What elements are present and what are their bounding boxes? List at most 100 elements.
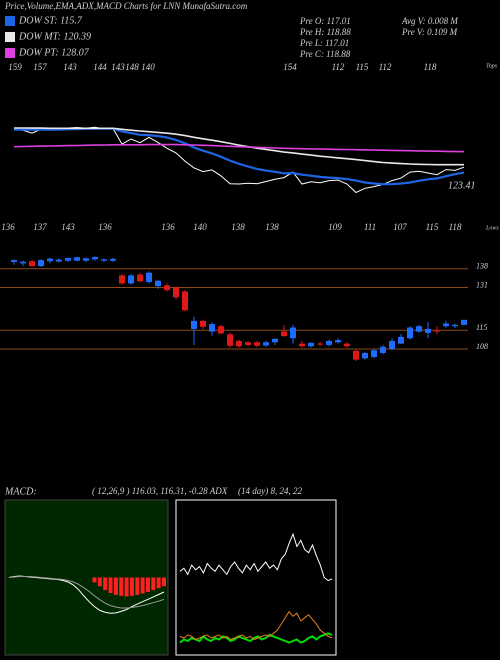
candle-body [173, 287, 179, 298]
candle-body [191, 320, 197, 329]
candle-body [452, 324, 458, 327]
top-label: 118 [424, 62, 437, 72]
candle-body [434, 330, 440, 332]
candle-body [155, 280, 161, 287]
macd-histogram-bar [145, 577, 150, 593]
y-tick-label: 108 [476, 342, 488, 351]
low-label: 138 [231, 222, 245, 232]
macd-histogram-bar [151, 577, 156, 591]
candle-body [443, 323, 449, 327]
candle-body [308, 342, 314, 347]
candle-body [380, 346, 386, 353]
legend-label: DOW ST: 115.7 [18, 15, 83, 26]
stat: Pre H: 118.88 [299, 27, 351, 37]
low-label: 136 [161, 222, 175, 232]
top-label: 115 [356, 62, 369, 72]
candle-body [83, 258, 89, 261]
macd-histogram-bar [119, 577, 124, 596]
macd-histogram-bar [129, 577, 134, 596]
low-label: 118 [449, 222, 462, 232]
candle-body [461, 319, 467, 325]
candle-body [47, 258, 53, 262]
top-label: 140 [141, 62, 155, 72]
y-tick-label: 138 [476, 262, 488, 271]
page-title: Price,Volume,EMA,ADX,MACD Charts for LNN… [4, 1, 248, 11]
candle-body [371, 350, 377, 357]
legend-swatch [5, 48, 15, 58]
low-label: 115 [426, 222, 439, 232]
legend-swatch [5, 32, 15, 42]
candle-body [272, 338, 278, 343]
candle-body [110, 258, 116, 261]
candle-body [290, 327, 296, 339]
low-label: 109 [328, 222, 342, 232]
top-label: 148 [125, 62, 139, 72]
macd-histogram-bar [108, 577, 113, 593]
adx-title: (14 day) 8, 24, 22 [238, 486, 302, 496]
candle-body [119, 275, 125, 284]
candle-body [227, 334, 233, 346]
stat: Pre V: 0.109 M [401, 27, 458, 37]
macd-histogram-bar [124, 577, 129, 597]
candle-body [389, 340, 395, 349]
macd-histogram-bar [103, 577, 108, 591]
candle-body [263, 342, 269, 346]
candle-body [326, 340, 332, 345]
top-label: 157 [33, 62, 47, 72]
lows-label: Lows [485, 225, 499, 231]
tops-label: Tops [486, 63, 498, 69]
candle-body [209, 324, 215, 332]
top-label: 112 [332, 62, 345, 72]
candle-body [416, 326, 422, 332]
candle-body [362, 352, 368, 359]
candle-body [254, 342, 260, 346]
low-label: 136 [1, 222, 15, 232]
candle-body [407, 327, 413, 339]
low-label: 111 [364, 222, 376, 232]
low-label: 140 [193, 222, 207, 232]
legend-label: DOW PT: 128.07 [18, 47, 90, 58]
candle-body [38, 260, 44, 267]
macd-histogram-bar [135, 577, 140, 595]
candle-body [74, 257, 80, 261]
candle-body [200, 320, 206, 327]
candle-body [218, 326, 224, 334]
low-label: 138 [265, 222, 279, 232]
low-label: 143 [61, 222, 75, 232]
low-label: 137 [33, 222, 47, 232]
top-label: 159 [8, 62, 22, 72]
candle-body [335, 340, 341, 343]
last-value: 123.41 [448, 180, 476, 191]
top-label: 143 [111, 62, 125, 72]
macd-subtitle: ( 12,26,9 ) 116.03, 116.31, -0.28 ADX [92, 486, 228, 496]
legend-label: DOW MT: 120.39 [18, 31, 91, 42]
candle-body [425, 328, 431, 333]
candle-body [182, 291, 188, 311]
macd-histogram-bar [92, 577, 97, 583]
adx-panel [175, 499, 337, 656]
candle-body [164, 285, 170, 291]
macd-line [8, 576, 165, 609]
candle-body [92, 256, 98, 260]
candle-body [101, 259, 107, 261]
macd-histogram-bar [156, 577, 161, 589]
ema-line [13, 143, 464, 153]
legend-swatch [5, 16, 15, 26]
candle-body [20, 261, 26, 264]
y-tick-label: 131 [476, 280, 488, 289]
top-label: 143 [63, 62, 77, 72]
low-label: 107 [393, 222, 407, 232]
candle-body [236, 340, 242, 347]
macd-histogram-bar [113, 577, 118, 595]
candle-body [353, 350, 359, 360]
candle-body [65, 258, 71, 261]
stat: Avg V: 0.008 M [401, 16, 458, 26]
candle-body [56, 259, 62, 262]
top-label: 112 [379, 62, 392, 72]
candle-body [317, 343, 323, 345]
candle-body [299, 343, 305, 347]
candle-body [11, 260, 17, 263]
macd-histogram-bar [162, 577, 166, 587]
top-label: 144 [93, 62, 107, 72]
